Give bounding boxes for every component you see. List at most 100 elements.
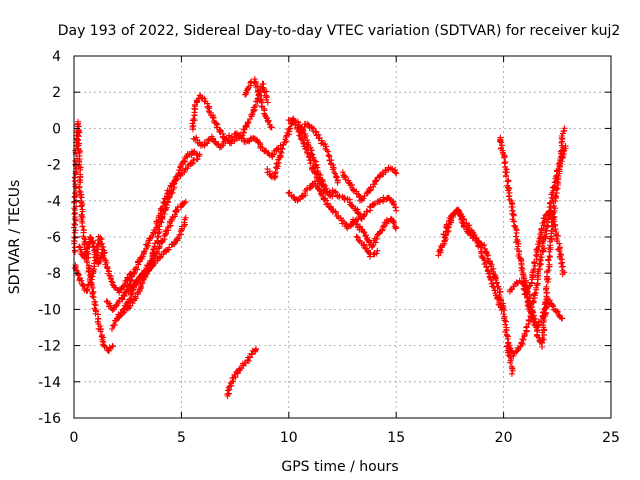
data-point: [366, 203, 373, 210]
data-point: [259, 80, 266, 87]
data-point: [75, 133, 82, 140]
data-point: [81, 253, 88, 260]
data-point: [264, 99, 271, 106]
data-point: [88, 279, 95, 286]
data-point: [220, 140, 227, 147]
series-t7: [113, 198, 189, 322]
data-point: [503, 318, 509, 325]
data-point: [497, 304, 504, 311]
data-point: [551, 218, 558, 225]
data-point: [360, 228, 367, 235]
data-point: [74, 137, 81, 144]
data-point: [148, 261, 155, 268]
data-point: [510, 353, 517, 359]
y-tick-label: -14: [38, 375, 61, 391]
data-point: [503, 173, 509, 180]
series-t18: [350, 215, 400, 250]
data-point: [501, 160, 508, 167]
data-point: [513, 348, 520, 355]
series-t17: [339, 193, 400, 223]
data-point: [499, 142, 505, 149]
data-point: [367, 184, 374, 191]
data-point: [191, 157, 197, 163]
data-point: [322, 182, 329, 189]
data-point: [483, 264, 490, 271]
y-tick-label: 0: [52, 121, 61, 137]
data-point: [341, 173, 348, 180]
data-point: [537, 234, 544, 241]
data-point: [363, 232, 369, 239]
data-point: [487, 260, 494, 267]
y-tick-label: -10: [38, 302, 61, 318]
data-point: [107, 302, 114, 309]
series-t3: [76, 233, 108, 267]
data-point: [488, 277, 494, 284]
data-point: [455, 206, 462, 213]
data-point: [353, 233, 360, 240]
data-point: [539, 248, 546, 255]
data-point: [373, 177, 380, 184]
data-point: [182, 198, 189, 205]
data-point: [92, 254, 99, 261]
data-point: [551, 179, 558, 186]
data-point: [543, 283, 550, 290]
series-t5: [103, 152, 203, 313]
data-point: [332, 209, 339, 216]
data-point: [319, 192, 325, 199]
data-point: [530, 318, 537, 325]
data-point: [76, 188, 83, 194]
data-point: [162, 228, 169, 235]
series-t21: [440, 206, 505, 313]
data-point: [109, 326, 115, 332]
data-point: [321, 196, 328, 203]
data-point: [156, 243, 163, 250]
data-point: [556, 240, 563, 247]
data-point: [166, 244, 173, 251]
data-point: [509, 367, 516, 374]
series-t11: [224, 345, 259, 399]
data-point: [374, 247, 381, 254]
data-point: [510, 212, 517, 219]
data-point: [110, 343, 116, 350]
data-point: [181, 200, 188, 207]
data-point: [331, 188, 338, 195]
data-point: [520, 281, 526, 288]
data-point: [459, 213, 466, 220]
y-tick-label: -6: [47, 230, 61, 246]
series-t25: [506, 277, 566, 331]
data-point: [393, 207, 400, 214]
data-point: [554, 232, 561, 239]
data-point: [361, 211, 368, 218]
data-point: [309, 181, 316, 188]
data-point: [513, 229, 520, 236]
data-point: [120, 310, 126, 317]
data-point: [392, 169, 399, 176]
data-point: [171, 213, 178, 220]
data-point: [520, 336, 527, 343]
data-point: [392, 225, 399, 232]
data-point: [306, 157, 313, 164]
data-point: [251, 79, 258, 86]
data-point: [84, 286, 91, 293]
data-point: [520, 285, 527, 292]
data-point: [348, 202, 355, 209]
series-t4: [109, 148, 203, 332]
data-point: [546, 261, 553, 268]
series-t2: [72, 233, 135, 296]
data-point: [490, 280, 496, 287]
data-point: [89, 293, 96, 300]
data-point: [501, 154, 508, 161]
data-point: [364, 248, 371, 255]
data-point: [87, 280, 94, 287]
data-points: [71, 76, 569, 399]
y-tick-label: -8: [47, 266, 61, 282]
data-point: [128, 284, 135, 291]
data-point: [502, 321, 509, 328]
data-point: [268, 124, 275, 131]
data-point: [77, 179, 84, 186]
data-point: [108, 278, 115, 285]
data-point: [175, 235, 182, 242]
data-point: [498, 139, 505, 146]
data-point: [376, 172, 383, 179]
